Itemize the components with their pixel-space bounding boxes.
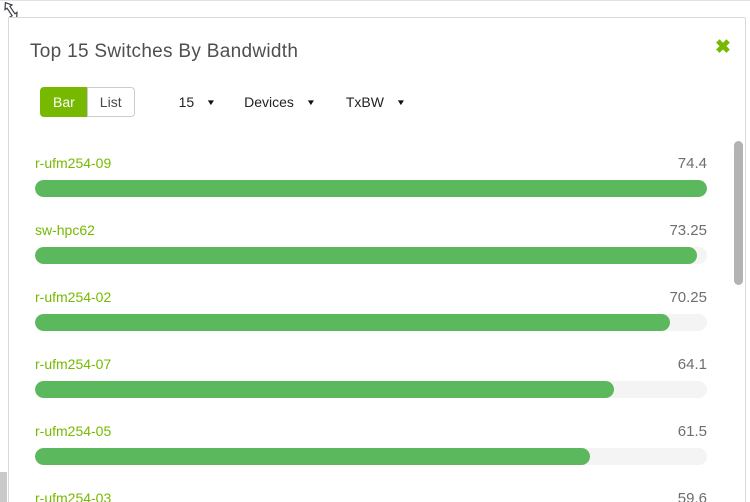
bar-track xyxy=(35,247,707,264)
bar-row: r-ufm254-02 70.25 xyxy=(35,277,707,344)
view-toggle-group: Bar List xyxy=(40,87,135,117)
bandwidth-value: 61.5 xyxy=(677,423,707,440)
switch-name-link[interactable]: r-ufm254-05 xyxy=(35,423,112,439)
bar-track xyxy=(35,381,707,398)
bar-fill xyxy=(35,448,591,465)
bandwidth-value: 74.4 xyxy=(677,155,707,172)
switch-name-link[interactable]: r-ufm254-03 xyxy=(35,490,112,502)
window-top-border xyxy=(0,0,750,1)
top-count-value: 15 xyxy=(178,94,195,110)
caret-down-icon: ▼ xyxy=(205,97,217,107)
switch-name-link[interactable]: r-ufm254-09 xyxy=(35,155,112,171)
bar-fill xyxy=(35,180,707,197)
bandwidth-value: 70.25 xyxy=(669,289,707,306)
bandwidth-value: 64.1 xyxy=(677,356,707,373)
caret-down-icon: ▼ xyxy=(305,97,317,107)
caret-down-icon: ▼ xyxy=(395,97,407,107)
bar-track xyxy=(35,180,707,197)
bar-track xyxy=(35,314,707,331)
widget-title: Top 15 Switches By Bandwidth xyxy=(30,41,299,62)
bar-row: sw-hpc62 73.25 xyxy=(35,210,707,277)
widget-toolbar: Bar List 15 ▼ Devices ▼ TxBW ▼ xyxy=(40,87,407,117)
view-toggle-bar[interactable]: Bar xyxy=(40,87,87,117)
top-switches-widget: Top 15 Switches By Bandwidth ✖ Bar List … xyxy=(8,17,746,502)
top-count-dropdown[interactable]: 15 ▼ xyxy=(178,94,217,110)
window-edge-fragment xyxy=(0,472,7,502)
bar-row: r-ufm254-07 64.1 xyxy=(35,344,707,411)
metric-dropdown[interactable]: TxBW ▼ xyxy=(345,94,407,110)
entity-type-value: Devices xyxy=(244,94,294,110)
bar-row: r-ufm254-03 59.6 xyxy=(35,478,707,502)
switch-name-link[interactable]: sw-hpc62 xyxy=(35,222,95,238)
bar-chart: r-ufm254-09 74.4 sw-hpc62 73.25 r-uf xyxy=(35,143,707,502)
bar-track xyxy=(35,448,707,465)
switch-name-link[interactable]: r-ufm254-07 xyxy=(35,356,112,372)
entity-type-dropdown[interactable]: Devices ▼ xyxy=(244,94,317,110)
bar-fill xyxy=(35,381,614,398)
bar-row: r-ufm254-05 61.5 xyxy=(35,411,707,478)
bandwidth-value: 73.25 xyxy=(669,222,707,239)
scrollbar-track[interactable] xyxy=(734,135,743,502)
bar-row: r-ufm254-09 74.4 xyxy=(35,143,707,210)
close-icon: ✖ xyxy=(715,37,731,58)
bandwidth-value: 59.6 xyxy=(677,490,707,502)
metric-value: TxBW xyxy=(345,94,384,110)
switch-name-link[interactable]: r-ufm254-02 xyxy=(35,289,112,305)
bar-fill xyxy=(35,314,670,331)
bar-fill xyxy=(35,247,697,264)
scrollbar-thumb[interactable] xyxy=(734,141,743,285)
close-button[interactable]: ✖ xyxy=(711,36,735,60)
view-toggle-list[interactable]: List xyxy=(86,87,135,117)
